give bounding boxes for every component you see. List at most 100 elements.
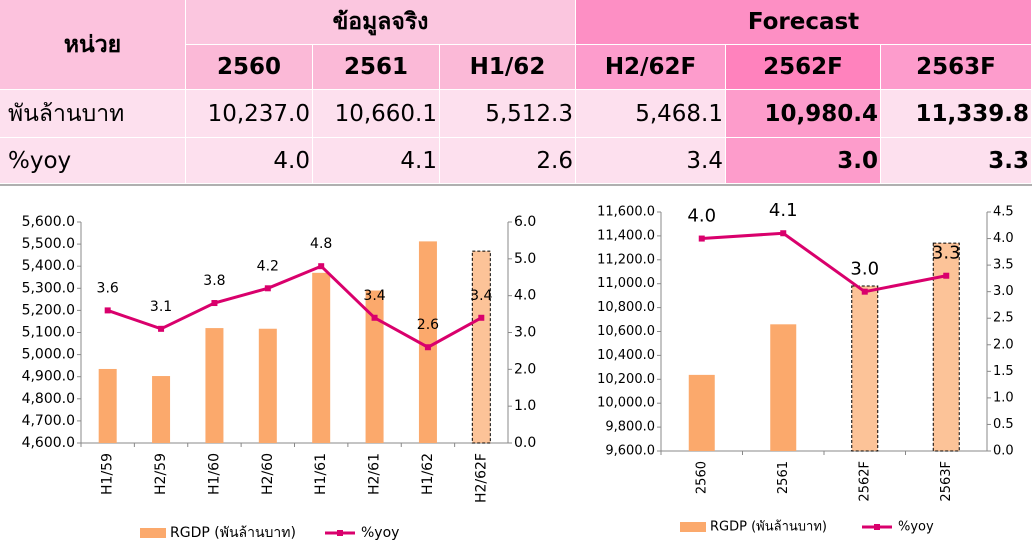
x-tick-label: H1/60 (206, 453, 222, 495)
bar (365, 290, 384, 443)
table-cell: 3.3 (881, 138, 1032, 184)
line-marker (698, 235, 705, 242)
data-label: 3.8 (203, 273, 225, 289)
x-tick-label: 2562F (857, 461, 872, 502)
data-label: 4.1 (769, 200, 798, 221)
legend-label: RGDP (พันล้านบาท) (170, 525, 296, 541)
bar (770, 324, 797, 451)
y2-tick-label: 3.0 (993, 284, 1014, 299)
y-tick-label: 4,800.0 (22, 391, 75, 407)
y-tick-label: 5,300.0 (22, 280, 75, 296)
line-marker (478, 314, 485, 321)
y-tick-label: 11,200.0 (597, 252, 655, 267)
x-tick-label: H1/59 (100, 453, 116, 495)
legend-label: RGDP (พันล้านบาท) (710, 520, 827, 535)
y-tick-label: 11,000.0 (597, 276, 655, 291)
unit-header: หน่วย (0, 0, 186, 90)
y-tick-label: 10,400.0 (597, 348, 655, 363)
column-header: 2560 (186, 45, 313, 90)
table-cell: 3.4 (576, 138, 726, 184)
y2-tick-label: 3.0 (514, 325, 536, 341)
y-tick-label: 9,800.0 (605, 420, 655, 435)
y2-tick-label: 0.0 (993, 444, 1014, 459)
y2-tick-label: 1.0 (514, 398, 536, 414)
y2-tick-label: 4.5 (993, 205, 1014, 220)
y-tick-label: 5,100.0 (22, 325, 75, 341)
bar (258, 328, 277, 443)
line-marker (104, 307, 111, 314)
y2-tick-label: 4.0 (514, 288, 536, 304)
line-marker (211, 300, 218, 307)
y-tick-label: 9,600.0 (605, 444, 655, 459)
bar (471, 250, 491, 444)
x-tick-label: 2560 (694, 461, 709, 494)
data-label: 3.1 (150, 299, 172, 315)
table-cell: 2.6 (440, 138, 576, 184)
y2-tick-label: 3.5 (993, 258, 1014, 273)
bar (688, 374, 715, 451)
y2-tick-label: 2.0 (514, 361, 536, 377)
table-cell: 10,660.1 (313, 90, 440, 138)
x-tick-label: 2563F (939, 461, 954, 502)
data-label: 4.0 (687, 206, 716, 227)
table-cell: 10,237.0 (186, 90, 313, 138)
line-marker (943, 272, 950, 279)
y-tick-label: 5,600.0 (22, 214, 75, 230)
y-tick-label: 5,400.0 (22, 258, 75, 274)
y2-tick-label: 0.5 (993, 417, 1014, 432)
legend-label: %yoy (898, 520, 934, 535)
legend-swatch (874, 524, 880, 530)
y2-tick-label: 6.0 (514, 214, 536, 230)
bar (312, 272, 331, 443)
bar (418, 241, 437, 443)
y-tick-label: 5,000.0 (22, 347, 75, 363)
legend-swatch (140, 528, 166, 538)
line-marker (158, 325, 165, 332)
y-tick-label: 4,900.0 (22, 369, 75, 385)
line-marker (861, 288, 868, 295)
data-label: 3.3 (932, 243, 961, 264)
y2-tick-label: 5.0 (514, 251, 536, 267)
y-tick-label: 5,200.0 (22, 302, 75, 318)
y2-tick-label: 4.0 (993, 231, 1014, 246)
group-header: ข้อมูลจริง (186, 0, 576, 45)
y2-tick-label: 0.0 (514, 435, 536, 451)
x-tick-label: H2/60 (260, 453, 276, 495)
x-tick-label: H2/59 (153, 453, 169, 495)
x-tick-label: H1/62 (420, 453, 436, 495)
column-header: H2/62F (576, 45, 726, 90)
y-tick-label: 10,800.0 (597, 300, 655, 315)
legend-swatch (337, 530, 343, 536)
column-header: 2562F (726, 45, 881, 90)
y2-tick-label: 1.0 (993, 390, 1014, 405)
line-marker (780, 230, 787, 237)
column-header: H1/62 (440, 45, 576, 90)
data-label: 4.8 (310, 236, 332, 252)
y-tick-label: 10,000.0 (597, 396, 655, 411)
y-tick-label: 10,200.0 (597, 372, 655, 387)
y-tick-label: 4,700.0 (22, 413, 75, 429)
line-marker (424, 344, 431, 351)
data-label: 3.0 (850, 259, 879, 280)
bar (98, 368, 117, 443)
x-tick-label: 2561 (776, 461, 791, 494)
legend-swatch (680, 522, 706, 532)
line (701, 231, 947, 294)
table-cell: 5,512.3 (440, 90, 576, 138)
data-label: 2.6 (417, 317, 439, 333)
column-header: 2561 (313, 45, 440, 90)
y2-tick-label: 2.0 (993, 337, 1014, 352)
line-marker (371, 314, 378, 321)
x-tick-label: H2/61 (367, 453, 383, 495)
y-tick-label: 10,600.0 (597, 324, 655, 339)
data-label: 4.2 (257, 258, 279, 274)
line (107, 264, 483, 349)
table-cell: 3.0 (726, 138, 881, 184)
x-tick-label: H1/61 (313, 453, 329, 495)
bar (205, 328, 224, 443)
line-marker (264, 285, 271, 292)
row-label: พันล้านบาท (0, 90, 186, 138)
data-table: หน่วย ข้อมูลจริง Forecast 2560 2561 H1/6… (0, 0, 1032, 186)
